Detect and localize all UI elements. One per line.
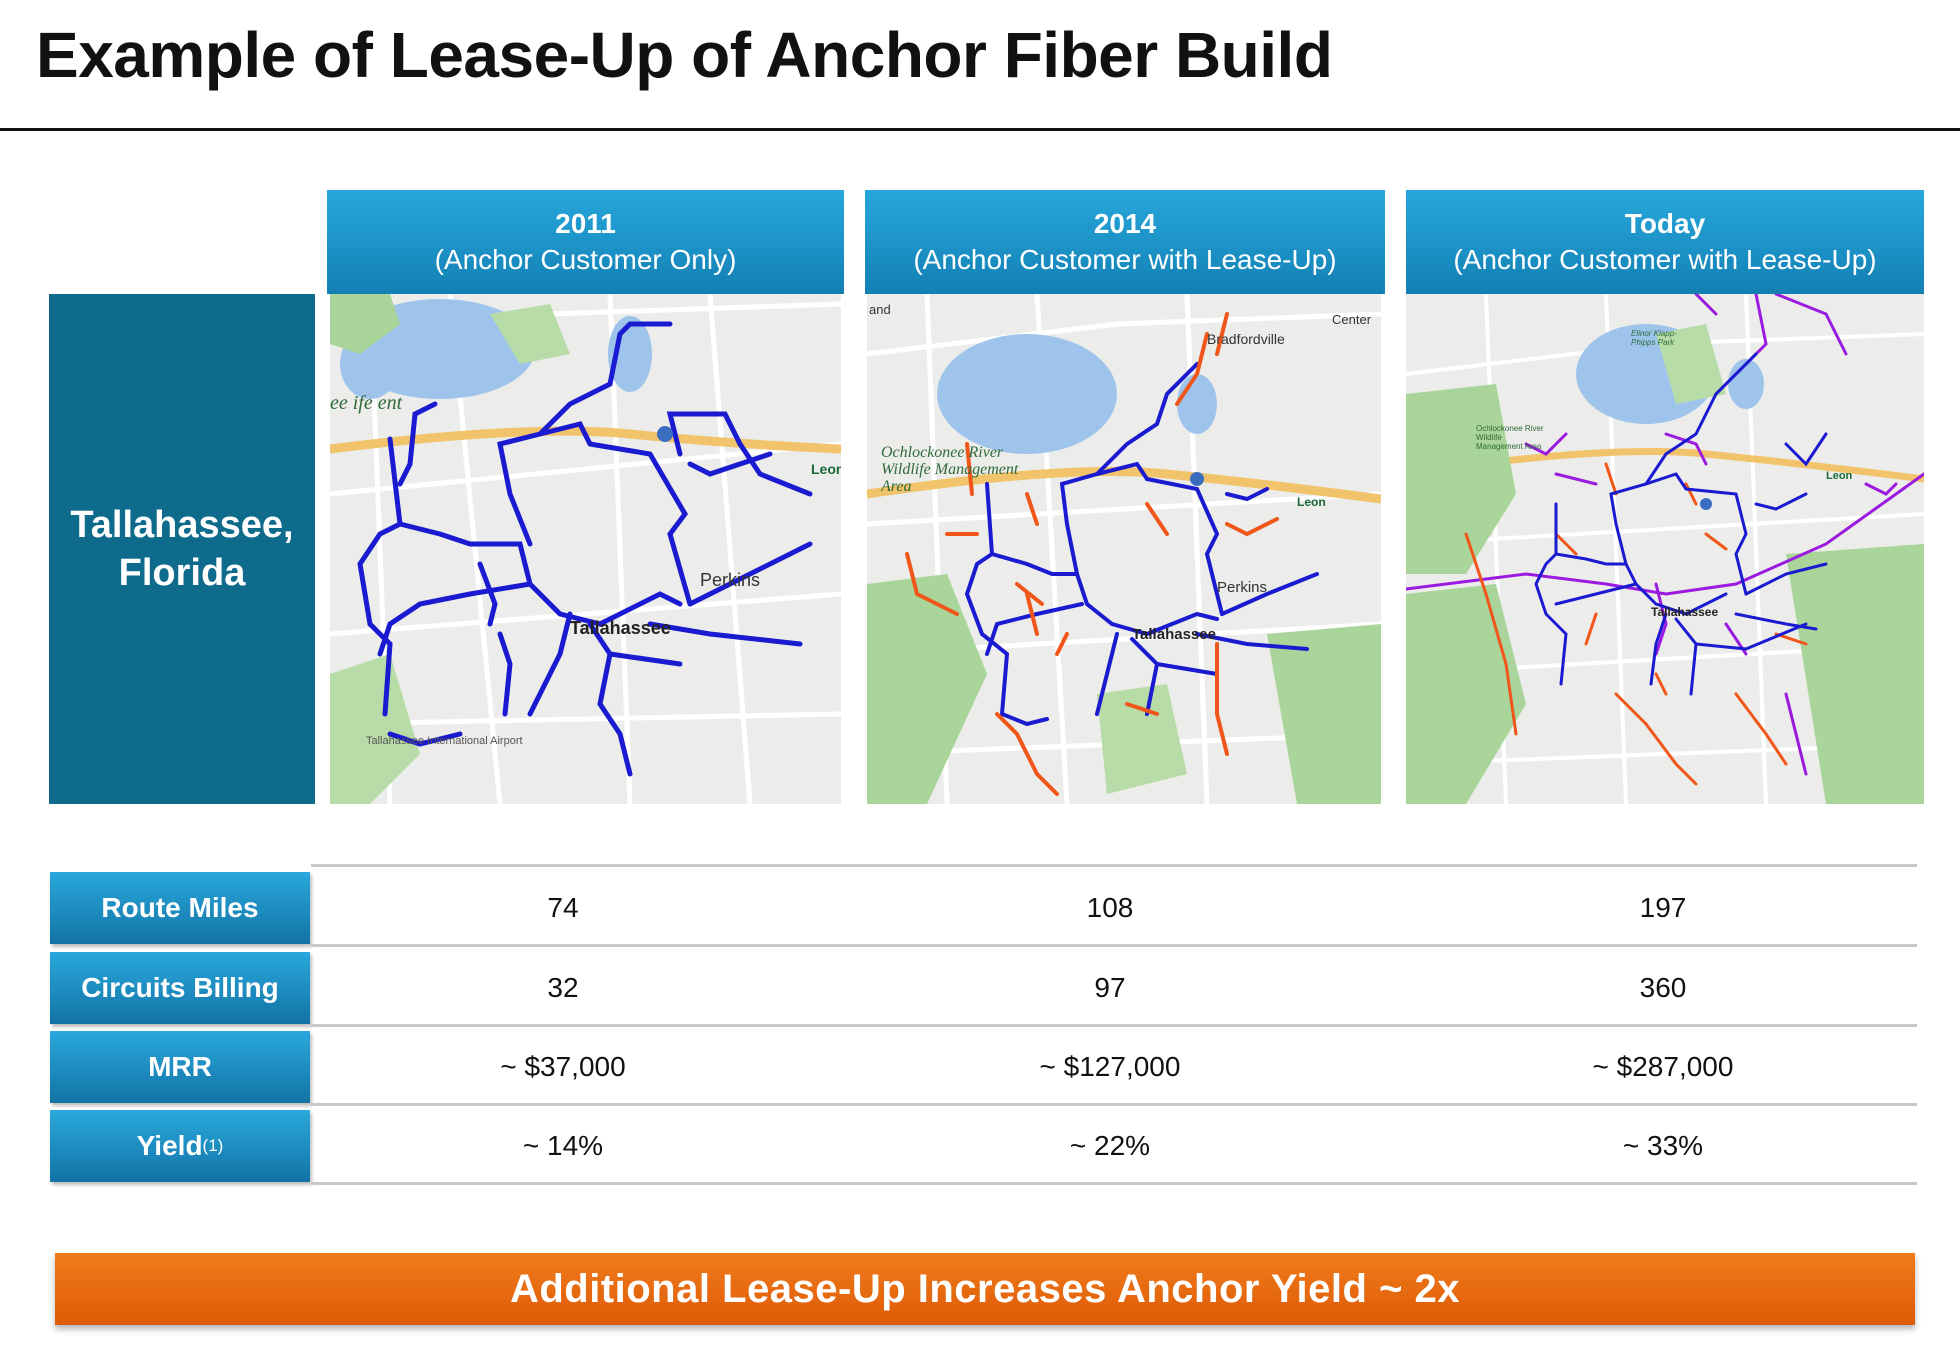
- table-row-divider: [311, 1024, 1917, 1027]
- map-label-leon: Leon: [811, 461, 841, 477]
- circuits-billing-2014: 97: [1094, 972, 1126, 1003]
- table-bottom-border: [311, 1182, 1917, 1185]
- row-label-circuits-billing: Circuits Billing: [50, 952, 310, 1024]
- state-name: Florida: [118, 552, 246, 594]
- table-top-border: [311, 864, 1917, 867]
- column-year: 2011: [555, 208, 616, 239]
- map-label-bradfordville: Bradfordville: [1207, 331, 1285, 347]
- yield-footnote-marker: (1): [202, 1136, 224, 1155]
- map-label-perkins: Perkins: [700, 570, 760, 590]
- title-divider: [0, 128, 1960, 131]
- page-title: Example of Lease-Up of Anchor Fiber Buil…: [36, 19, 1333, 91]
- route-miles-today: 197: [1639, 892, 1687, 923]
- column-header-2014: 2014 (Anchor Customer with Lease-Up): [865, 190, 1385, 294]
- city-name: Tallahassee,: [70, 504, 294, 546]
- row-label-yield: Yield (1): [50, 1110, 310, 1182]
- mrr-2014: ~ $127,000: [1039, 1051, 1181, 1082]
- column-subtitle: (Anchor Customer with Lease-Up): [1453, 244, 1877, 275]
- circuits-billing-2011: 32: [547, 972, 579, 1003]
- column-year: 2014: [1093, 208, 1157, 239]
- yield-summary-banner: Additional Lease-Up Increases Anchor Yie…: [55, 1253, 1915, 1325]
- column-subtitle: (Anchor Customer Only): [434, 244, 737, 275]
- fiber-route-map-2011: Tallahassee Perkins Leon Tallahassee Int…: [330, 294, 841, 804]
- column-subtitle: (Anchor Customer with Lease-Up): [913, 244, 1337, 275]
- map-label-leon: Leon: [1826, 470, 1853, 482]
- yield-2011: ~ 14%: [522, 1130, 604, 1161]
- table-row-divider: [311, 944, 1917, 947]
- map-label-center: Center: [1332, 312, 1372, 327]
- map-label-tallahassee: Tallahassee: [1132, 626, 1216, 643]
- map-label-leon: Leon: [1297, 495, 1326, 509]
- column-header-2011: 2011 (Anchor Customer Only): [327, 190, 844, 294]
- map-2014: Tallahassee Perkins Leon Bradfordville C…: [867, 294, 1381, 804]
- row-label-mrr: MRR: [50, 1031, 310, 1103]
- route-miles-2011: 74: [547, 892, 579, 923]
- map-2011: Tallahassee Perkins Leon Tallahassee Int…: [330, 294, 841, 804]
- map-label-fragment: ee ife ent: [330, 392, 403, 414]
- mrr-2011: ~ $37,000: [500, 1051, 626, 1082]
- yield-2014: ~ 22%: [1069, 1130, 1151, 1161]
- fiber-route-map-today: Tallahassee Leon Ochlockonee River Wildl…: [1406, 294, 1924, 804]
- fiber-route-map-2014: Tallahassee Perkins Leon Bradfordville C…: [867, 294, 1381, 804]
- row-label-route-miles: Route Miles: [50, 872, 310, 944]
- yield-today: ~ 33%: [1622, 1130, 1704, 1161]
- map-label-park: Elinor Klapp-Phipps Park: [1631, 329, 1677, 347]
- map-label-tallahassee: Tallahassee: [570, 618, 671, 638]
- map-label-perkins: Perkins: [1217, 579, 1267, 596]
- map-label-wildlife-area: Ochlockonee River Wildlife Management Ar…: [1476, 424, 1544, 451]
- city-label-box: Tallahassee, Florida: [49, 294, 315, 804]
- column-header-today: Today (Anchor Customer with Lease-Up): [1406, 190, 1924, 294]
- column-year: Today: [1624, 208, 1706, 239]
- map-today: Tallahassee Leon Ochlockonee River Wildl…: [1406, 294, 1924, 804]
- map-label-tallahassee: Tallahassee: [1651, 605, 1718, 619]
- mrr-today: ~ $287,000: [1592, 1051, 1734, 1082]
- map-label-wildlife-area: Ochlockonee River Wildlife Management Ar…: [881, 444, 1019, 495]
- map-label-fragment: and: [869, 302, 891, 317]
- circuits-billing-today: 360: [1639, 972, 1687, 1003]
- table-row-divider: [311, 1103, 1917, 1106]
- yield-label-text: Yield: [136, 1130, 203, 1161]
- route-miles-2014: 108: [1086, 892, 1134, 923]
- map-label-airport: Tallahassee International Airport: [366, 735, 523, 747]
